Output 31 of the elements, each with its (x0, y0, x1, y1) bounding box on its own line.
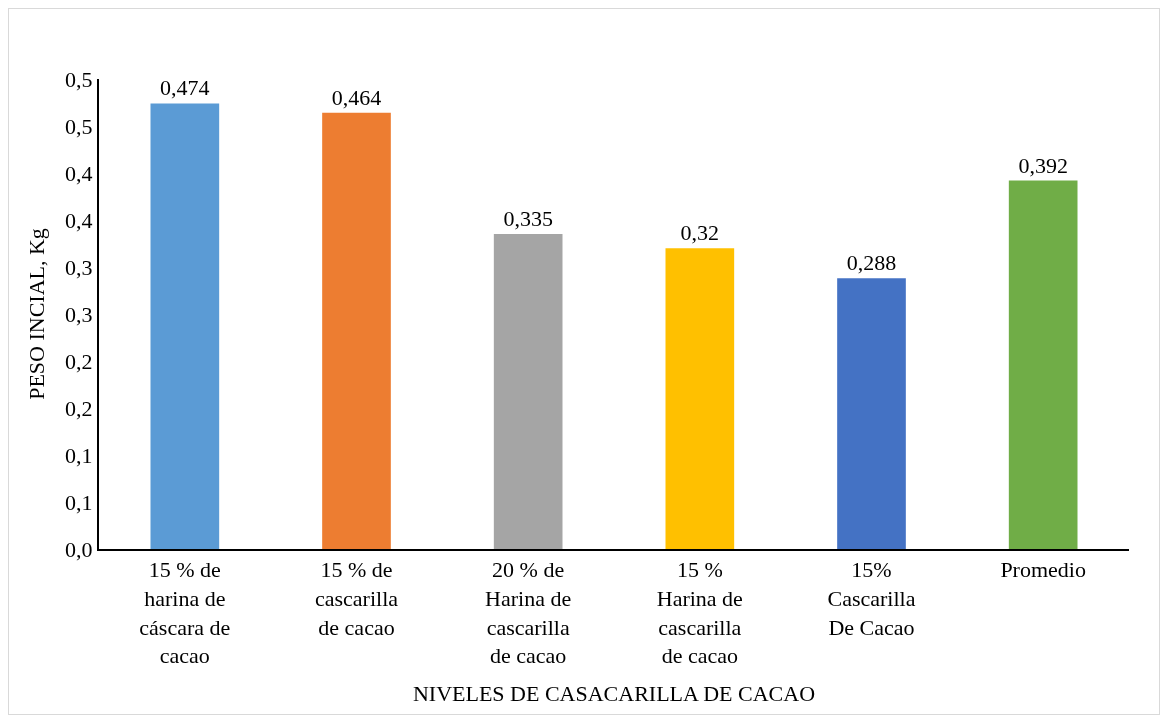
x-tick-label: 15 % Harina de cascarilla de cacao (656, 557, 743, 669)
bar (322, 112, 391, 549)
y-tick-label: 0,3 (65, 301, 93, 327)
y-tick-label: 0,5 (65, 113, 93, 139)
x-tick-label: 15 % de cascarilla de cacao (314, 557, 399, 640)
y-tick-label: 0,1 (65, 442, 93, 468)
data-label: 0,474 (160, 75, 210, 101)
y-tick-label: 0,2 (65, 348, 93, 374)
x-tick-label: Promedio (1000, 557, 1086, 583)
data-label: 0,335 (503, 206, 553, 232)
x-tick-label: 15 % de harina de cáscara de cacao (139, 557, 231, 669)
y-tick-label: 0,5 (65, 66, 93, 92)
bar (665, 248, 735, 549)
data-label: 0,464 (331, 84, 382, 110)
y-axis-title: PESO INCIAL, Kg (24, 228, 49, 400)
bar (493, 234, 563, 549)
y-tick-label: 0,4 (65, 160, 93, 186)
x-tick-label: 20 % de Harina de cascarilla de cacao (485, 557, 572, 669)
x-axis-title: NIVELES DE CASACARILLA DE CACAO (412, 680, 816, 706)
y-tick-label: 0,1 (65, 489, 93, 515)
bar (1008, 180, 1078, 549)
data-label: 0,32 (680, 220, 720, 246)
bar (150, 103, 220, 549)
bar (837, 278, 906, 549)
y-tick-label: 0,3 (65, 254, 93, 280)
y-tick-label: 0,0 (65, 536, 93, 562)
y-tick-label: 0,2 (65, 395, 93, 421)
y-tick-label: 0,4 (65, 207, 93, 233)
data-label: 0,392 (1018, 152, 1068, 178)
data-label: 0,288 (846, 250, 897, 276)
x-tick-label: 15% Cascarilla De Cacao (827, 557, 916, 640)
